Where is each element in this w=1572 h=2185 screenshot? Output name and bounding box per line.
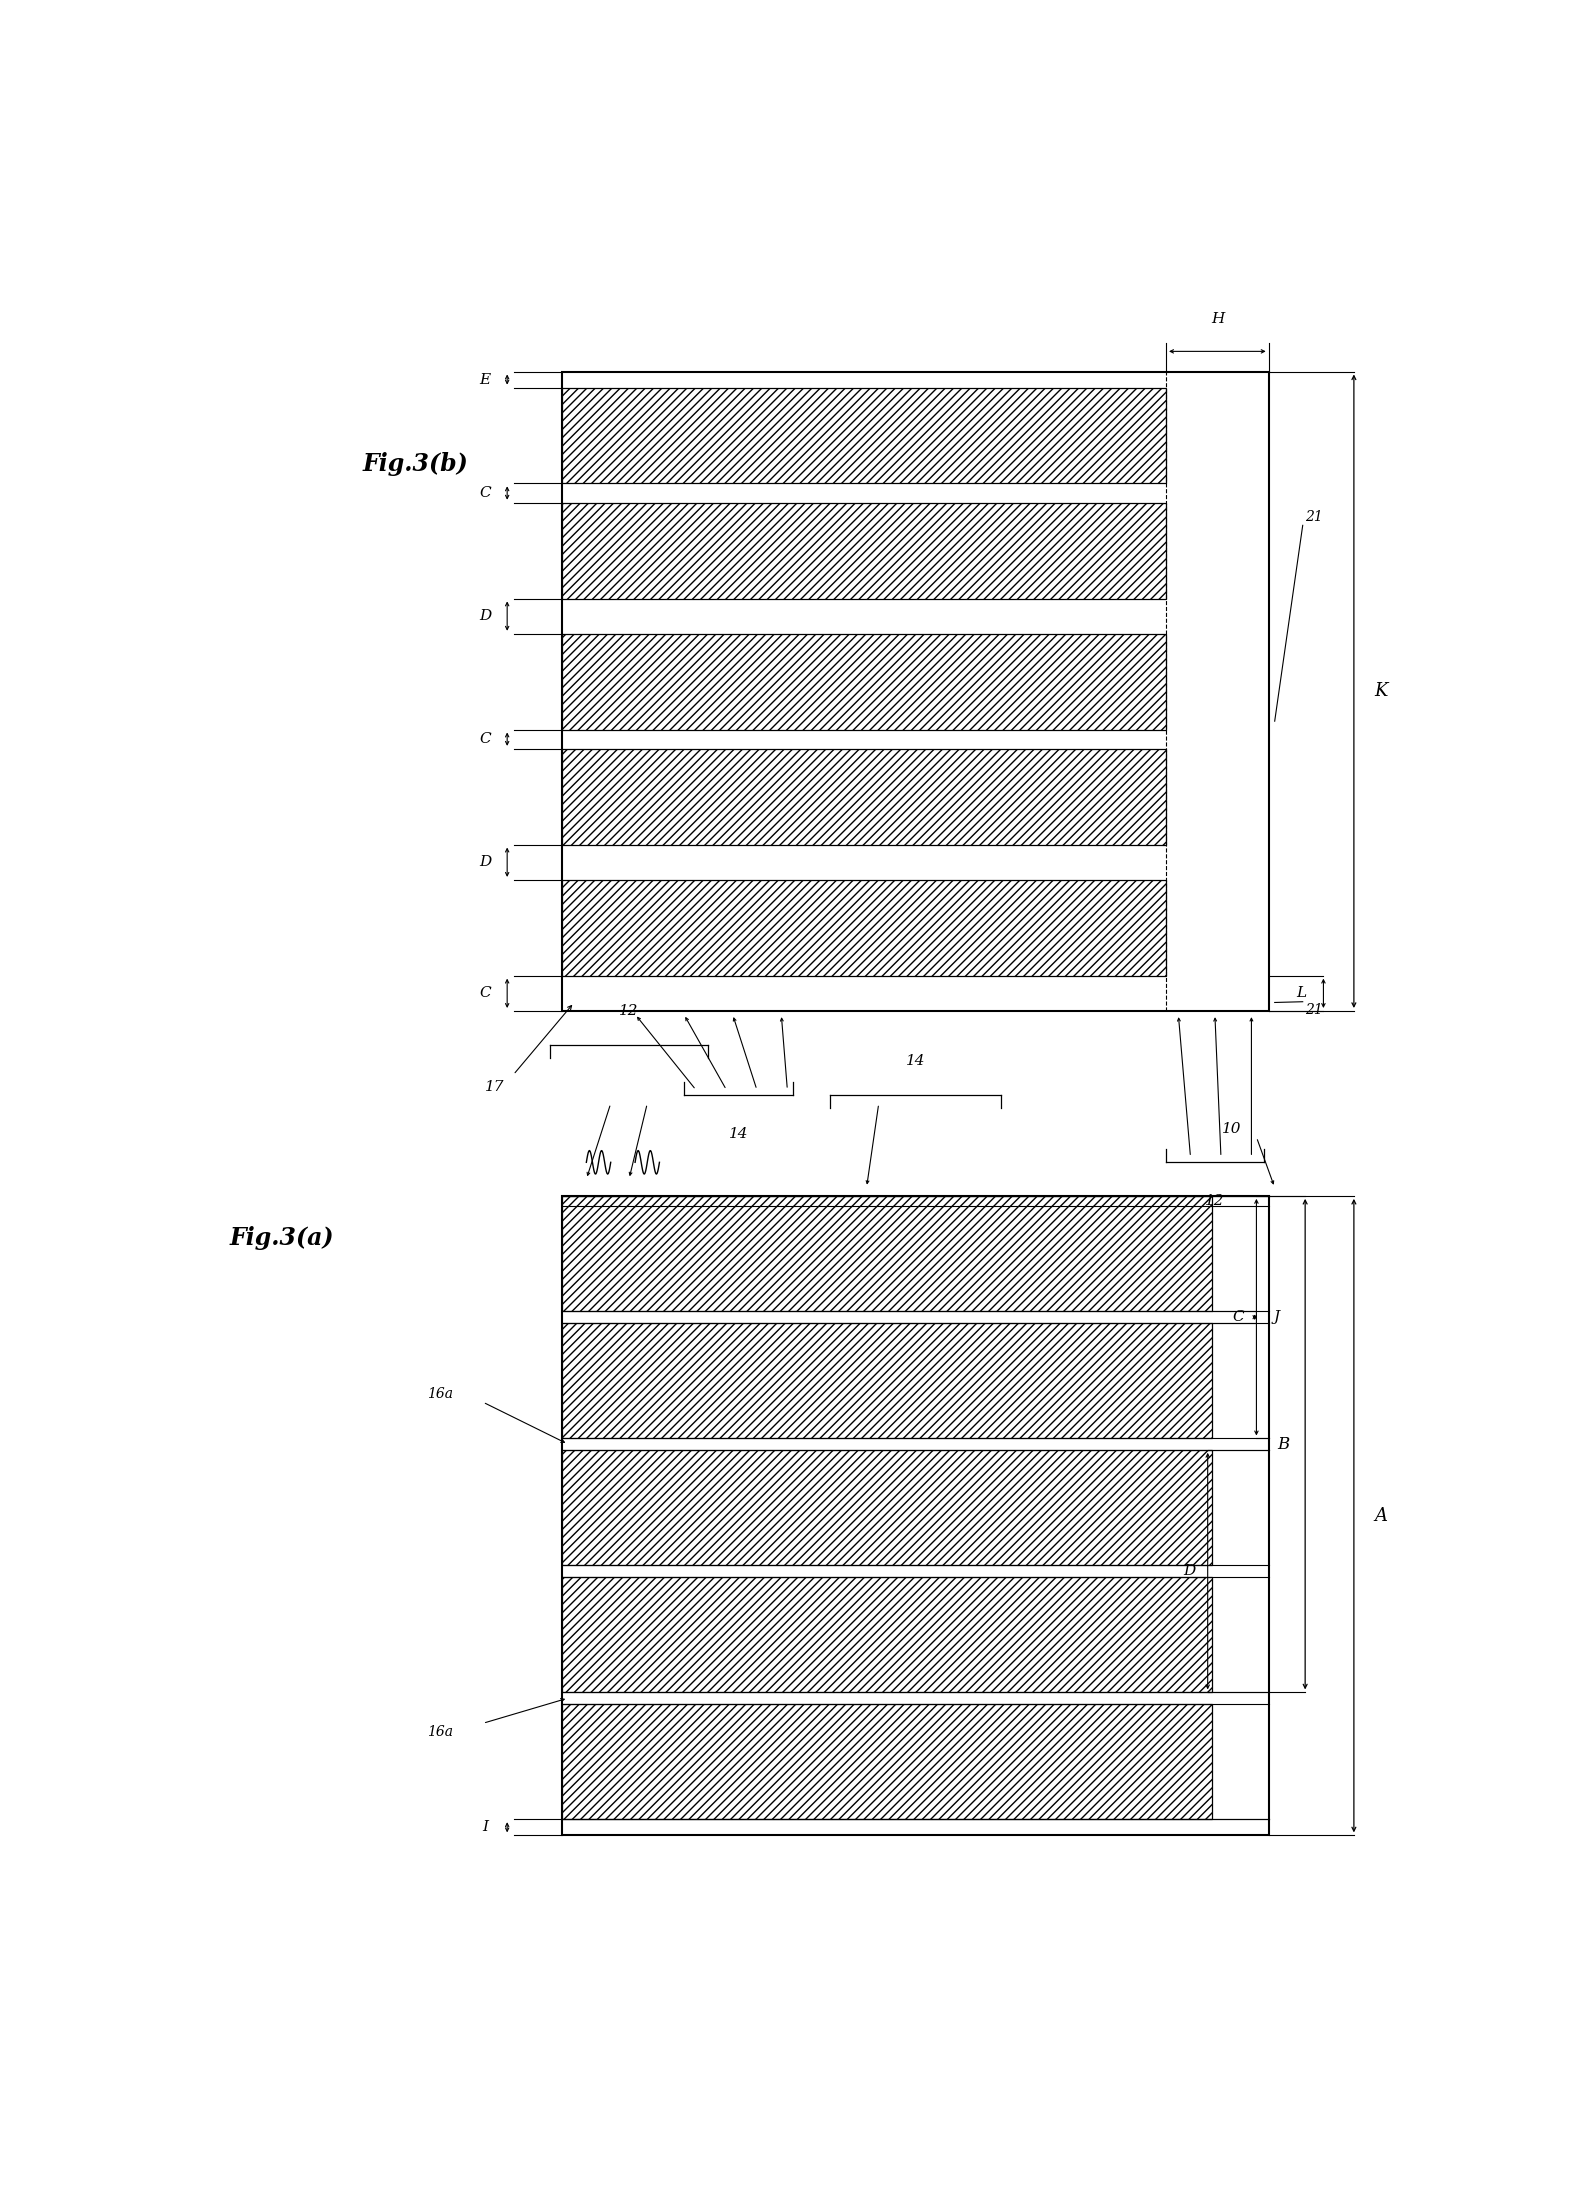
Text: Fig.3(b): Fig.3(b) [363,452,468,476]
Bar [563,1578,1212,1693]
Text: I: I [483,1820,489,1833]
Text: Fig.3(a): Fig.3(a) [230,1226,333,1250]
Text: 16a: 16a [428,1387,453,1401]
Text: B: B [1276,1436,1289,1453]
Text: C: C [1232,1311,1243,1324]
Text: 12: 12 [619,1003,638,1018]
Bar [563,1195,1269,1835]
Bar [563,1322,1212,1438]
Text: L: L [1297,985,1306,1001]
Bar [563,1704,1212,1820]
Bar [563,1451,1212,1564]
Text: C: C [479,485,490,500]
Bar [563,881,1166,977]
Bar [563,1195,1212,1311]
Text: J: J [1273,1311,1280,1324]
Bar [563,503,1166,599]
Text: C: C [479,732,490,745]
Text: D: D [1184,1564,1196,1578]
Text: C: C [479,985,490,1001]
Bar [563,634,1166,730]
Text: 14: 14 [729,1127,748,1141]
Text: 21: 21 [1305,509,1324,524]
Text: 10: 10 [1223,1121,1242,1136]
Text: A: A [1374,1508,1387,1525]
Bar [563,371,1269,1012]
Text: E: E [479,374,490,387]
Bar [563,387,1166,483]
Text: 17: 17 [486,1079,505,1095]
Text: D: D [479,854,492,870]
Text: K: K [1374,682,1388,699]
Text: D: D [479,610,492,623]
Text: 21: 21 [1305,1003,1324,1018]
Text: 12: 12 [1206,1193,1225,1208]
Bar [563,749,1166,846]
Text: 16a: 16a [428,1724,453,1739]
Text: H: H [1210,312,1225,326]
Text: 14: 14 [905,1055,924,1068]
